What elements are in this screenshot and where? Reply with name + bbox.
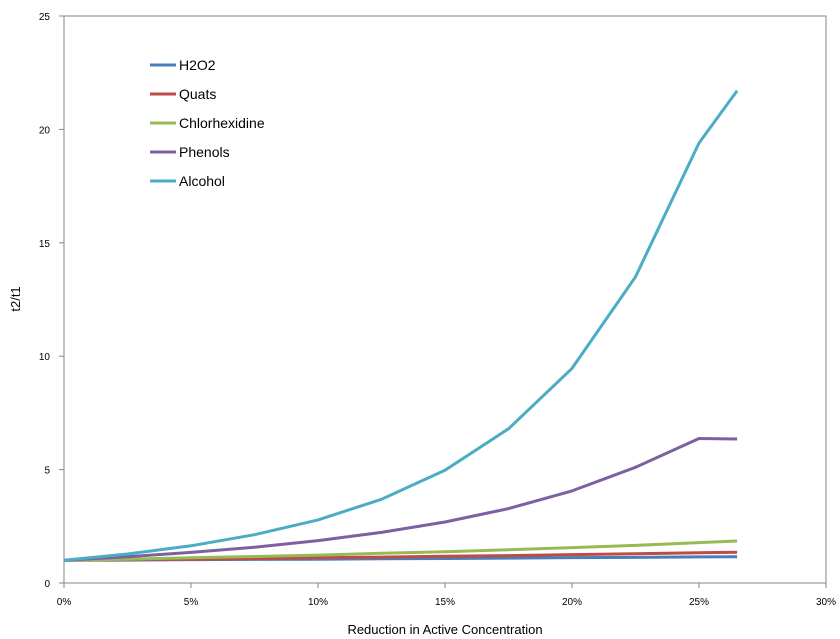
x-axis-ticks: 0% 5% 10% 15% 20% 25% 30% bbox=[57, 583, 836, 608]
legend: H2O2 Quats Chlorhexidine Phenols Alcohol bbox=[150, 57, 265, 189]
plot-area bbox=[63, 15, 827, 584]
legend-label: H2O2 bbox=[179, 57, 216, 73]
x-tick-label: 0% bbox=[57, 597, 72, 608]
y-tick-label: 25 bbox=[39, 12, 51, 23]
x-tick-label: 20% bbox=[562, 597, 582, 608]
y-tick-label: 0 bbox=[44, 579, 50, 590]
legend-label: Chlorhexidine bbox=[179, 115, 265, 131]
y-tick-label: 15 bbox=[39, 239, 51, 250]
series-lines bbox=[63, 89, 739, 562]
x-tick-label: 25% bbox=[689, 597, 709, 608]
series-line-alcohol bbox=[63, 89, 739, 562]
series-line-phenols bbox=[63, 437, 738, 562]
x-tick-label: 15% bbox=[435, 597, 455, 608]
x-axis-title: Reduction in Active Concentration bbox=[347, 622, 542, 637]
legend-label: Phenols bbox=[179, 144, 230, 160]
y-tick-label: 20 bbox=[39, 125, 51, 136]
series-line-chlorhexidine bbox=[63, 539, 738, 562]
x-tick-label: 5% bbox=[184, 597, 199, 608]
y-axis-ticks: 0 5 10 15 20 25 bbox=[39, 12, 64, 590]
x-tick-label: 10% bbox=[308, 597, 328, 608]
y-tick-label: 10 bbox=[39, 352, 51, 363]
x-tick-label: 30% bbox=[816, 597, 836, 608]
legend-label: Quats bbox=[179, 86, 216, 102]
y-axis-title: t2/t1 bbox=[8, 286, 23, 311]
y-tick-label: 5 bbox=[44, 466, 50, 477]
legend-label: Alcohol bbox=[179, 173, 225, 189]
